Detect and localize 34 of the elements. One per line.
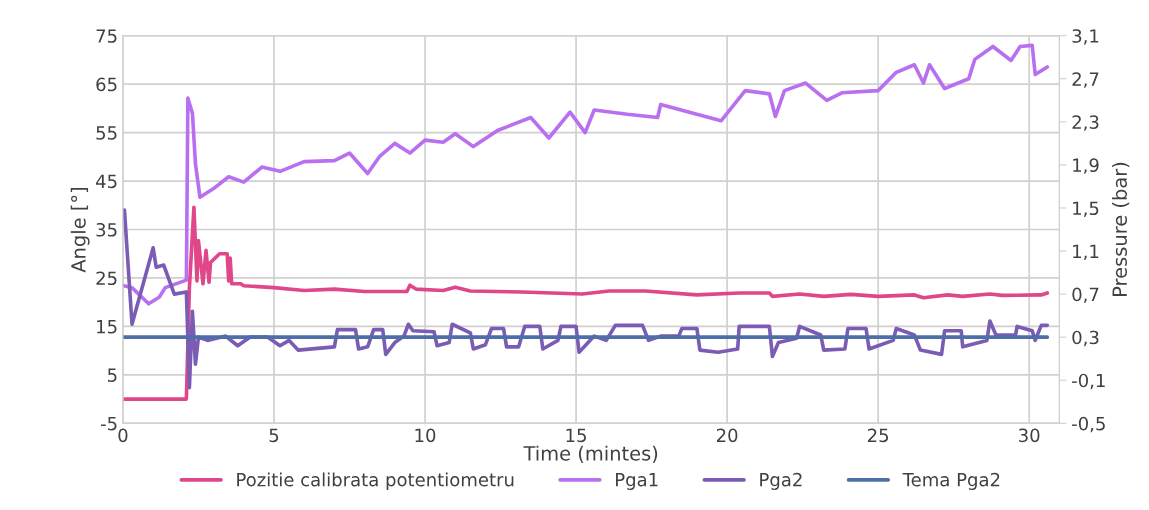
y-tick-label: 55 [96, 126, 117, 140]
y2-tick-label: 2,3 [1072, 115, 1099, 131]
legend-label: Pga2 [760, 472, 802, 490]
legend-label: Pozitie calibrata potentiometru [237, 472, 514, 490]
x-tick-label: 20 [716, 428, 738, 443]
y-tick-label: 45 [95, 174, 117, 189]
y-axis-title: Angle [°] [70, 187, 90, 273]
y2-tick-label: -0,1 [1072, 373, 1105, 390]
y-tick-label: -5 [100, 417, 117, 431]
x-tick-label: 25 [867, 428, 889, 443]
y2-tick-label: 0,3 [1072, 330, 1099, 347]
y2-tick-label: -0,5 [1072, 416, 1105, 433]
line-series [122, 43, 1050, 306]
legend-label: Tema Pga2 [902, 472, 1000, 490]
y-tick-label: 65 [96, 77, 117, 92]
y-tick-label: 15 [97, 320, 117, 334]
y2-tick-label: 2,7 [1072, 72, 1099, 88]
y2-axis-title: Pressure (bar) [1111, 162, 1130, 296]
legend-label: Pga1 [616, 473, 658, 490]
x-tick-label: 10 [415, 428, 436, 443]
y2-tick-label: 3,1 [1072, 29, 1099, 45]
x-axis-title: Time (mintes) [523, 445, 658, 463]
y2-tick-label: 1,1 [1073, 244, 1099, 260]
y-tick-label: 25 [96, 271, 117, 286]
x-tick-label: 30 [1019, 428, 1040, 443]
y2-tick-label: 1,9 [1073, 158, 1099, 174]
y2-tick-label: 0,7 [1072, 287, 1099, 304]
y2-tick-label: 1,5 [1073, 201, 1099, 217]
y-tick-label: 35 [96, 222, 117, 237]
x-tick-label: 5 [269, 428, 279, 443]
y-tick-label: 5 [107, 368, 117, 382]
x-tick-label: 15 [566, 428, 586, 443]
y-tick-label: 75 [96, 29, 117, 43]
x-tick-label: 0 [118, 428, 128, 443]
